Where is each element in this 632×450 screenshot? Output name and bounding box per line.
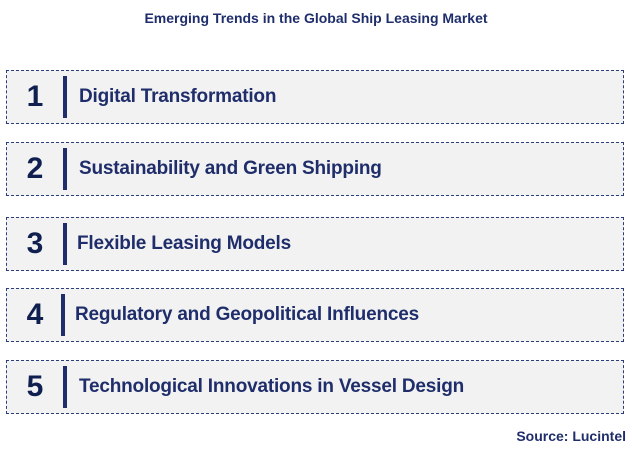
source-credit: Source: Lucintel [516, 428, 626, 444]
trend-label: Flexible Leasing Models [77, 233, 291, 254]
trend-item-4: 4 Regulatory and Geopolitical Influences [6, 288, 624, 342]
trend-divider [63, 223, 67, 265]
trend-number: 4 [26, 298, 44, 331]
trend-item-5: 5 Technological Innovations in Vessel De… [6, 360, 624, 414]
trend-item-1: 1 Digital Transformation [6, 70, 624, 124]
trend-label: Digital Transformation [79, 86, 277, 107]
trend-item-3: 3 Flexible Leasing Models [6, 217, 624, 271]
trend-divider [63, 366, 67, 408]
trend-label: Regulatory and Geopolitical Influences [75, 304, 419, 325]
trend-item-2: 2 Sustainability and Green Shipping [6, 142, 624, 196]
trend-number: 1 [26, 80, 44, 113]
trend-number: 5 [26, 370, 44, 403]
trend-label: Technological Innovations in Vessel Desi… [79, 376, 465, 397]
trend-divider [63, 148, 67, 190]
trend-divider [63, 76, 67, 118]
trend-divider [61, 294, 65, 336]
trend-label: Sustainability and Green Shipping [79, 158, 382, 179]
trend-number: 2 [26, 152, 44, 185]
diagram-title: Emerging Trends in the Global Ship Leasi… [144, 10, 488, 26]
trend-number: 3 [26, 227, 44, 260]
